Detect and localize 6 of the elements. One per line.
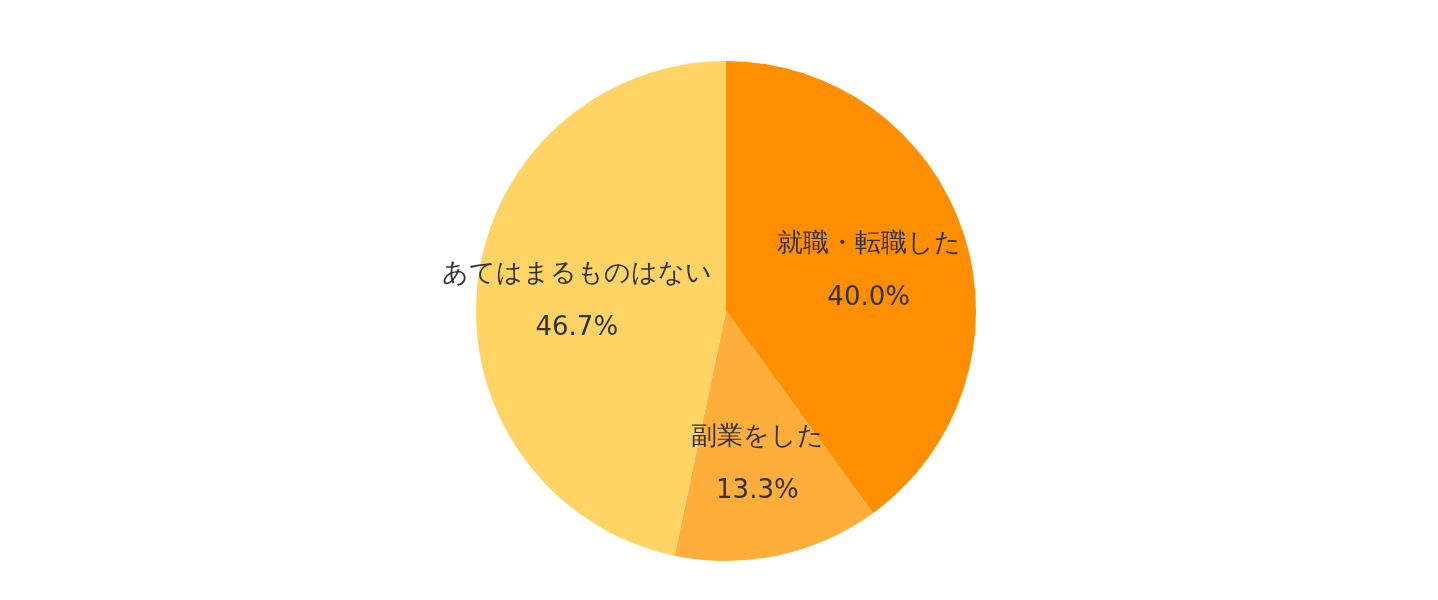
data-label: 13.3% bbox=[716, 473, 799, 504]
data-label: 40.0% bbox=[827, 280, 910, 311]
data-label: 46.7% bbox=[535, 311, 619, 342]
pie-slice bbox=[674, 311, 873, 561]
slice-label: 就職・転職した bbox=[776, 226, 961, 257]
slice-label: 副業をした bbox=[690, 419, 824, 450]
